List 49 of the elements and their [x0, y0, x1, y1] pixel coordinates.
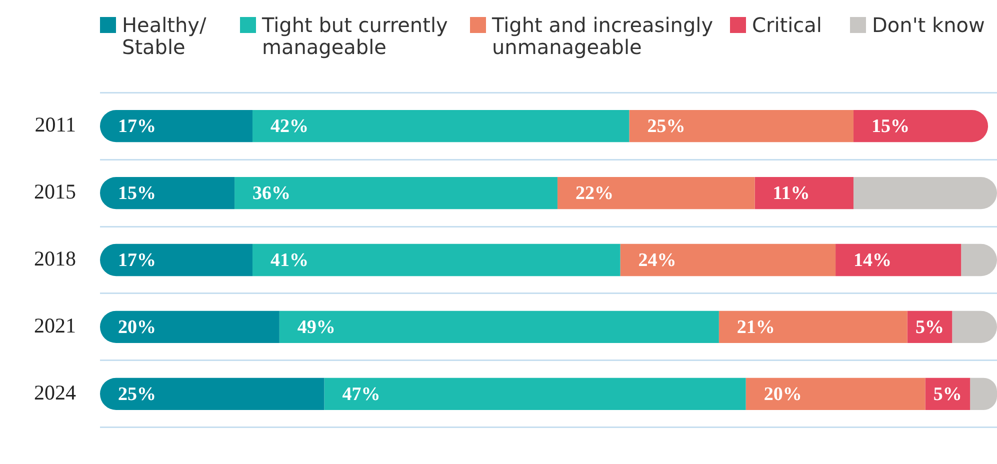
bar	[100, 310, 280, 344]
legend-label: Tight but currently manageable	[262, 13, 449, 59]
bar	[557, 176, 755, 210]
data-label: 5%	[915, 316, 944, 338]
bar	[629, 110, 854, 142]
y-tick-label: 2024	[34, 380, 76, 404]
bar	[252, 110, 630, 142]
data-label: 20%	[764, 384, 802, 405]
data-label: 24%	[638, 250, 676, 271]
legend-label: Don't know	[872, 13, 985, 37]
data-label: 36%	[252, 182, 291, 204]
bar	[100, 244, 252, 276]
bar	[836, 244, 962, 276]
data-label: 5%	[933, 384, 962, 405]
legend-label: Tight and increasingly unmanageable	[492, 13, 714, 59]
legend-label: Healthy/ Stable	[122, 13, 208, 59]
data-label: 21%	[736, 316, 775, 338]
bar	[100, 378, 324, 410]
bar	[252, 244, 620, 276]
bar	[324, 378, 746, 410]
data-label: 15%	[871, 116, 910, 137]
bar	[853, 176, 997, 210]
data-label: 42%	[270, 116, 308, 137]
bar	[279, 310, 719, 344]
bar	[853, 110, 988, 142]
y-tick-label: 2021	[34, 313, 76, 338]
data-label: 41%	[270, 250, 308, 271]
bar	[620, 244, 836, 276]
data-label: 47%	[342, 384, 380, 405]
data-label: 20%	[118, 316, 156, 338]
bar	[718, 310, 908, 344]
y-tick-label: 2015	[34, 180, 76, 204]
data-label: 11%	[772, 182, 810, 204]
bar	[100, 110, 252, 142]
data-label: 14%	[854, 250, 892, 271]
bar	[234, 176, 558, 210]
data-label: 49%	[297, 316, 336, 338]
data-label: 22%	[575, 182, 614, 204]
data-label: 17%	[118, 116, 156, 137]
bar	[754, 176, 854, 210]
data-label: 17%	[118, 250, 156, 271]
data-label: 25%	[647, 116, 686, 137]
data-label: 25%	[118, 384, 156, 405]
legend-label: Critical	[752, 13, 822, 37]
y-tick-label: 2018	[34, 246, 76, 271]
y-tick-label: 2011	[34, 112, 76, 137]
bar	[746, 378, 926, 410]
data-label: 15%	[118, 182, 156, 204]
bar	[100, 176, 235, 210]
